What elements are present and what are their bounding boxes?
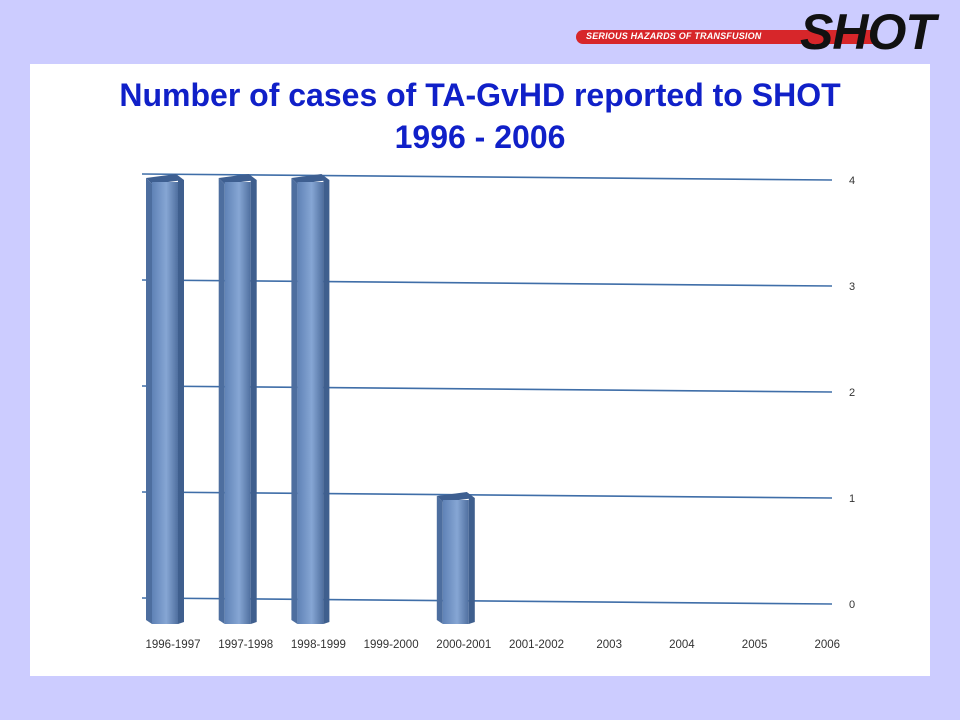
x-tick-label: 2006 xyxy=(815,639,841,651)
chart-title-block: Number of cases of TA-GvHD reported to S… xyxy=(30,74,930,158)
x-tick-label: 1996-1997 xyxy=(146,639,201,651)
bar-side-1998-1999 xyxy=(291,178,298,624)
bar-top-2000-2001 xyxy=(436,492,475,502)
gridline-1 xyxy=(141,491,833,499)
y-axis-ticks: 0 1 2 3 4 xyxy=(849,175,855,611)
x-tick-label: 1999-2000 xyxy=(364,639,419,651)
shot-logo: SERIOUS HAZARDS OF TRANSFUSION SHOT xyxy=(576,4,946,60)
bar-edge-2000-2001 xyxy=(468,498,475,624)
bar-top-1997-1998 xyxy=(218,174,257,184)
x-tick-label: 2003 xyxy=(596,639,622,651)
y-tick-label: 3 xyxy=(849,281,855,293)
x-tick-label: 2005 xyxy=(742,639,768,651)
chart-title: Number of cases of TA-GvHD reported to S… xyxy=(119,77,841,113)
gridline-0 xyxy=(141,597,833,605)
x-tick-label: 2000-2001 xyxy=(436,639,491,651)
x-tick-label: 1997-1998 xyxy=(218,639,273,651)
bar-front-2000-2001 xyxy=(442,500,469,624)
bar-1996-1997 xyxy=(146,174,184,624)
x-axis-ticks: 1996-1997 1997-1998 1998-1999 1999-2000 2000… xyxy=(146,639,841,651)
bars xyxy=(146,174,475,624)
y-tick-label: 0 xyxy=(849,599,855,611)
x-tick-label: 1998-1999 xyxy=(291,639,346,651)
bar-side-2000-2001 xyxy=(436,496,443,624)
chart-subtitle: 1996 - 2006 xyxy=(394,119,566,155)
logo-red-bar xyxy=(576,30,876,44)
bar-side-1996-1997 xyxy=(146,178,152,624)
logo-wordmark: SHOT xyxy=(800,4,936,60)
gridlines xyxy=(141,173,833,605)
logo-tagline: SERIOUS HAZARDS OF TRANSFUSION xyxy=(586,31,762,41)
bar-front-1998-1999 xyxy=(297,182,324,624)
gridline-3 xyxy=(141,279,833,287)
gridline-4 xyxy=(141,173,833,181)
y-tick-label: 4 xyxy=(849,175,855,187)
y-tick-label: 1 xyxy=(849,493,855,505)
x-tick-label: 2001-2002 xyxy=(509,639,564,651)
bar-edge-1998-1999 xyxy=(323,180,330,624)
bar-top-1996-1997 xyxy=(146,174,184,184)
bar-edge-1997-1998 xyxy=(250,180,257,624)
gridline-2 xyxy=(141,385,833,393)
bar-1997-1998 xyxy=(218,174,257,624)
x-tick-label: 2004 xyxy=(669,639,695,651)
bar-side-1997-1998 xyxy=(218,178,225,624)
y-tick-label: 2 xyxy=(849,387,855,399)
bar-front-1996-1997 xyxy=(152,182,178,624)
bar-front-1997-1998 xyxy=(224,182,251,624)
bar-top-1998-1999 xyxy=(291,174,330,184)
bar-edge-1996-1997 xyxy=(178,180,184,624)
bar-1998-1999 xyxy=(291,174,330,624)
bar-2000-2001 xyxy=(436,492,475,624)
